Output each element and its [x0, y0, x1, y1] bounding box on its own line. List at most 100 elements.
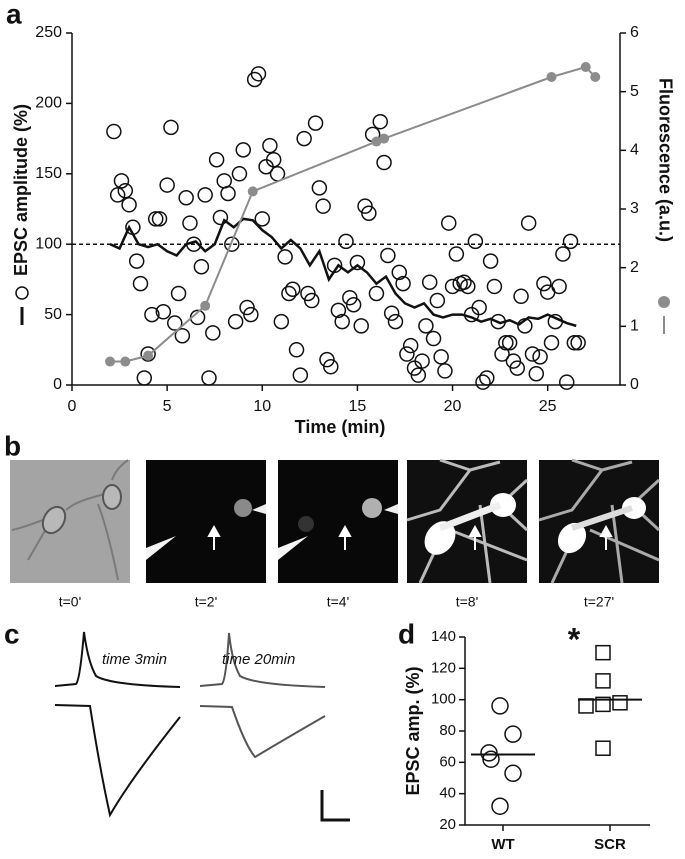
data-point	[136, 370, 153, 386]
data-point	[414, 353, 430, 369]
data-point	[235, 142, 251, 158]
data-point	[391, 264, 408, 281]
data-point	[224, 236, 240, 252]
data-point	[254, 211, 271, 227]
data-point	[467, 233, 484, 250]
data-point	[491, 697, 509, 715]
y-tick-label: 100	[431, 691, 456, 708]
data-point	[498, 335, 514, 351]
data-point	[205, 325, 221, 341]
y2-tick-label: 6	[630, 24, 639, 41]
trace	[54, 631, 181, 688]
data-point	[471, 299, 487, 316]
data-point	[501, 335, 518, 351]
data-point	[460, 278, 476, 295]
panel-letter: b	[4, 430, 21, 461]
data-point	[482, 750, 500, 768]
data-point	[334, 313, 350, 330]
data-point	[113, 173, 130, 189]
image-label: t=0'	[59, 594, 82, 610]
axis-frame	[71, 33, 621, 386]
data-point	[353, 318, 369, 334]
y2-tick-label: 3	[630, 200, 639, 217]
x-tick-label: 10	[253, 398, 271, 415]
data-point	[231, 166, 248, 182]
data-point	[380, 247, 396, 264]
y-legend-symbol	[15, 286, 29, 325]
data-point	[532, 349, 548, 365]
y-tick-label: 120	[431, 659, 456, 676]
data-point	[595, 740, 611, 756]
data-point	[121, 197, 137, 213]
data-point	[578, 698, 594, 714]
data-point	[444, 278, 461, 295]
trace-label: time 20min	[222, 651, 295, 668]
axis-frame	[464, 637, 650, 826]
data-point	[437, 363, 453, 379]
data-point	[595, 696, 611, 713]
y-tick-label: 250	[35, 24, 62, 41]
data-point	[491, 797, 509, 815]
data-point	[504, 725, 522, 743]
y2-tick-label: 4	[630, 142, 639, 159]
y-axis-title: EPSC amp. (%)	[403, 666, 423, 795]
data-point	[105, 356, 116, 367]
y2-tick-label: 1	[630, 318, 639, 335]
panel-letter: d	[398, 618, 415, 649]
data-point	[193, 258, 210, 275]
data-point	[528, 365, 545, 382]
x-tick-label: 25	[539, 398, 557, 415]
data-point	[383, 305, 400, 321]
y-axis-title: EPSC amplitude (%)	[11, 104, 31, 276]
data-point	[128, 253, 145, 269]
data-point	[167, 315, 183, 331]
data-point	[562, 233, 579, 250]
data-point	[551, 278, 567, 295]
data-point	[212, 209, 229, 226]
data-line	[110, 65, 596, 363]
data-point	[361, 205, 377, 221]
y-tick-label: 20	[439, 816, 456, 833]
x-tick-label: 15	[349, 398, 367, 415]
data-point	[144, 306, 160, 323]
data-point	[323, 358, 339, 375]
data-point	[558, 374, 575, 390]
y-tick-label: 150	[35, 165, 62, 182]
x-tick-label: 0	[68, 398, 77, 415]
data-point	[178, 189, 194, 206]
data-point	[307, 115, 324, 131]
scale-bar	[320, 790, 350, 822]
data-point	[281, 285, 297, 302]
data-point	[433, 349, 449, 365]
panel-letter: c	[4, 618, 20, 649]
data-point	[421, 274, 438, 290]
data-point	[296, 130, 312, 147]
data-point	[311, 180, 328, 196]
data-point	[174, 327, 191, 344]
data-point	[106, 123, 122, 140]
data-point	[159, 177, 175, 193]
data-point	[376, 154, 392, 171]
micrograph	[146, 460, 266, 583]
data-point	[546, 72, 557, 82]
image-label: t=27'	[584, 594, 614, 610]
data-point	[555, 246, 571, 262]
data-point	[208, 151, 225, 168]
data-point	[284, 281, 301, 298]
data-point	[418, 318, 434, 334]
data-point	[155, 304, 172, 320]
micrograph	[407, 460, 527, 583]
data-point	[379, 133, 390, 144]
data-point	[170, 285, 187, 302]
x-axis-title: Time (min)	[295, 417, 386, 437]
data-point	[595, 673, 611, 689]
data-point	[147, 211, 164, 227]
data-point	[494, 346, 510, 362]
data-point	[456, 274, 472, 290]
image-label: t=4'	[327, 594, 350, 610]
data-point	[304, 292, 320, 309]
data-point	[345, 296, 362, 313]
data-point	[227, 313, 244, 330]
data-point	[441, 215, 457, 231]
data-line	[109, 217, 577, 328]
